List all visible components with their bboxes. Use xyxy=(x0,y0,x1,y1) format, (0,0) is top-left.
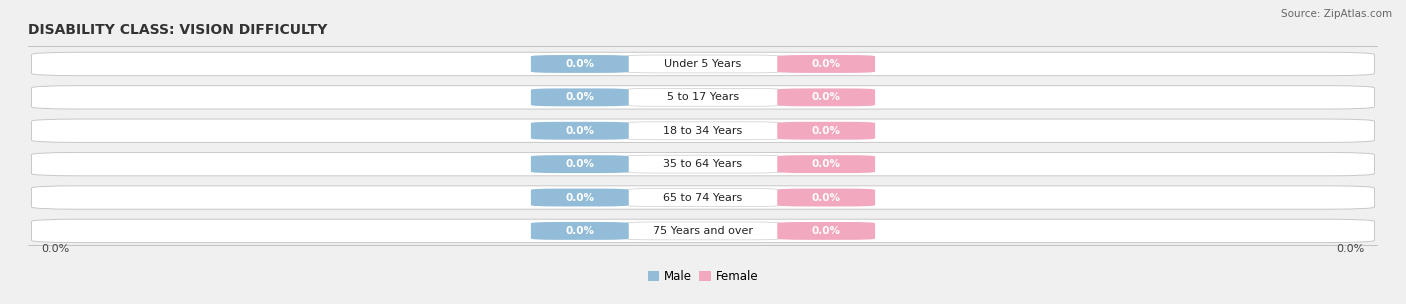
Text: 0.0%: 0.0% xyxy=(42,244,70,254)
FancyBboxPatch shape xyxy=(626,122,780,140)
FancyBboxPatch shape xyxy=(531,188,628,206)
Text: DISABILITY CLASS: VISION DIFFICULTY: DISABILITY CLASS: VISION DIFFICULTY xyxy=(28,23,328,37)
Text: 0.0%: 0.0% xyxy=(1336,244,1364,254)
FancyBboxPatch shape xyxy=(31,119,1375,143)
Legend: Male, Female: Male, Female xyxy=(643,266,763,288)
Text: 35 to 64 Years: 35 to 64 Years xyxy=(664,159,742,169)
Text: 18 to 34 Years: 18 to 34 Years xyxy=(664,126,742,136)
FancyBboxPatch shape xyxy=(531,155,628,173)
FancyBboxPatch shape xyxy=(778,155,875,173)
FancyBboxPatch shape xyxy=(531,88,628,106)
FancyBboxPatch shape xyxy=(778,222,875,240)
FancyBboxPatch shape xyxy=(531,122,628,140)
Text: 65 to 74 Years: 65 to 74 Years xyxy=(664,192,742,202)
FancyBboxPatch shape xyxy=(778,55,875,73)
FancyBboxPatch shape xyxy=(626,88,780,106)
FancyBboxPatch shape xyxy=(531,55,628,73)
FancyBboxPatch shape xyxy=(31,52,1375,76)
Text: 0.0%: 0.0% xyxy=(565,59,595,69)
FancyBboxPatch shape xyxy=(778,122,875,140)
FancyBboxPatch shape xyxy=(626,188,780,206)
FancyBboxPatch shape xyxy=(778,88,875,106)
FancyBboxPatch shape xyxy=(31,186,1375,209)
Text: 0.0%: 0.0% xyxy=(565,192,595,202)
Text: 0.0%: 0.0% xyxy=(811,192,841,202)
FancyBboxPatch shape xyxy=(31,86,1375,109)
Text: 0.0%: 0.0% xyxy=(565,92,595,102)
FancyBboxPatch shape xyxy=(31,219,1375,243)
Text: 0.0%: 0.0% xyxy=(565,126,595,136)
Text: 0.0%: 0.0% xyxy=(811,92,841,102)
FancyBboxPatch shape xyxy=(626,55,780,73)
FancyBboxPatch shape xyxy=(531,222,628,240)
Text: 5 to 17 Years: 5 to 17 Years xyxy=(666,92,740,102)
Text: Under 5 Years: Under 5 Years xyxy=(665,59,741,69)
FancyBboxPatch shape xyxy=(778,188,875,206)
Text: 0.0%: 0.0% xyxy=(565,159,595,169)
Text: 0.0%: 0.0% xyxy=(811,159,841,169)
Text: 0.0%: 0.0% xyxy=(811,59,841,69)
Text: 0.0%: 0.0% xyxy=(565,226,595,236)
FancyBboxPatch shape xyxy=(626,222,780,240)
Text: 0.0%: 0.0% xyxy=(811,226,841,236)
FancyBboxPatch shape xyxy=(626,155,780,173)
Text: Source: ZipAtlas.com: Source: ZipAtlas.com xyxy=(1281,9,1392,19)
FancyBboxPatch shape xyxy=(31,152,1375,176)
Text: 75 Years and over: 75 Years and over xyxy=(652,226,754,236)
Text: 0.0%: 0.0% xyxy=(811,126,841,136)
